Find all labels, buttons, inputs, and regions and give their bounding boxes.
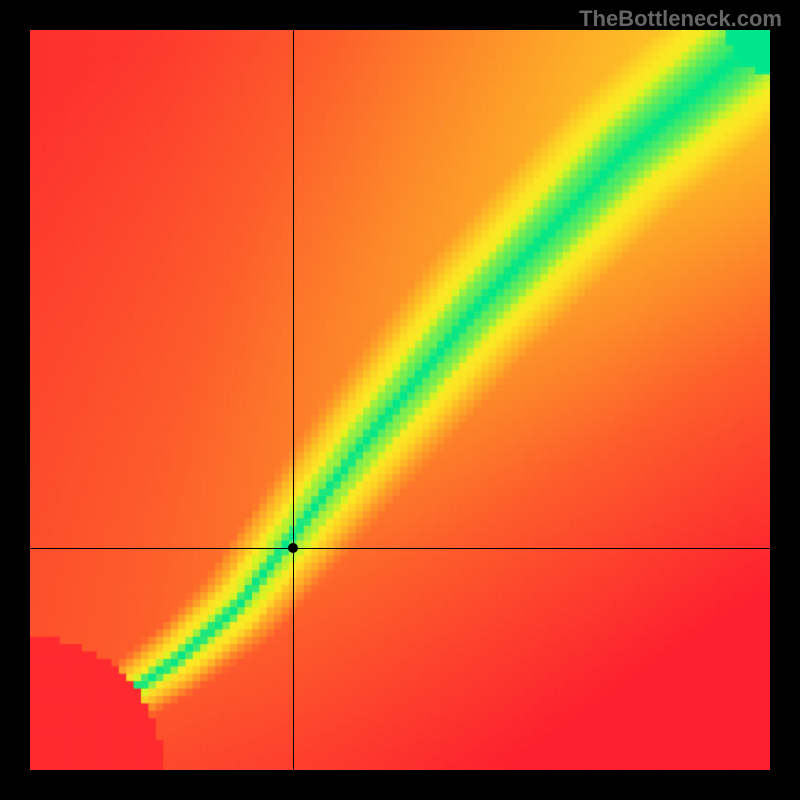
marker-dot xyxy=(288,543,298,553)
crosshair-horizontal xyxy=(30,548,770,549)
watermark-text: TheBottleneck.com xyxy=(579,6,782,32)
plot-area xyxy=(30,30,770,770)
crosshair-vertical xyxy=(293,30,294,770)
heatmap-canvas xyxy=(30,30,770,770)
chart-container: TheBottleneck.com xyxy=(0,0,800,800)
